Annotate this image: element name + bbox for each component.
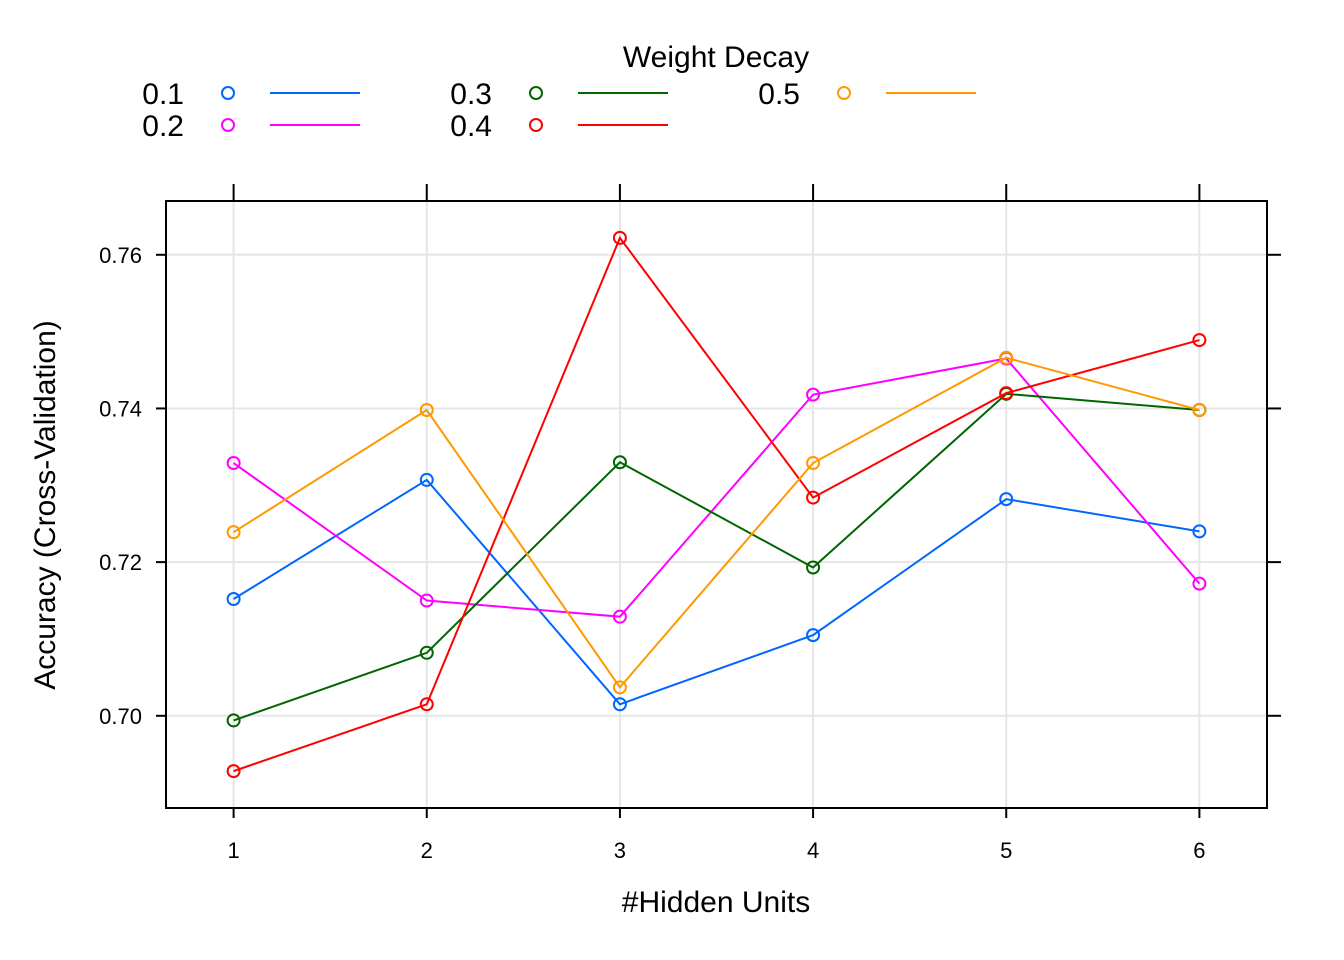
data-point (999, 386, 1014, 401)
data-point (419, 472, 434, 487)
data-point (612, 455, 627, 470)
legend-label: 0.5 (758, 78, 800, 111)
data-point (1192, 333, 1207, 348)
legend-item-0.1: 0.1 (142, 78, 360, 111)
data-point (419, 645, 434, 660)
series-0.4 (226, 230, 1207, 779)
grid (166, 201, 1267, 808)
plot-frame (165, 200, 1268, 809)
legend-item-0.2: 0.2 (142, 110, 360, 143)
legend-label: 0.2 (142, 110, 184, 143)
legend-item-0.4: 0.4 (450, 110, 668, 143)
x-tick-label: 6 (1193, 838, 1205, 863)
series-0.1 (226, 472, 1207, 712)
data-point (1192, 524, 1207, 539)
series-layer (226, 230, 1207, 779)
legend-marker (529, 86, 543, 100)
legend-marker (221, 118, 235, 132)
x-tick-label: 1 (227, 838, 239, 863)
data-point (226, 764, 241, 779)
data-point (226, 592, 241, 607)
y-tick-label: 0.76 (99, 243, 142, 268)
series-0.2 (226, 351, 1207, 624)
legend-marker (221, 86, 235, 100)
series-0.5 (226, 350, 1207, 695)
legend-marker (529, 118, 543, 132)
series-line (233, 356, 1200, 689)
data-point (806, 560, 821, 575)
x-tick-label: 4 (807, 838, 819, 863)
legend-marker (837, 86, 851, 100)
x-tick-label: 2 (421, 838, 433, 863)
x-axis-title: #Hidden Units (622, 886, 810, 919)
data-point (612, 609, 627, 624)
data-point (999, 492, 1014, 507)
data-point (612, 697, 627, 712)
x-tick-label: 5 (1000, 838, 1012, 863)
data-point (419, 402, 434, 417)
legend-title: Weight Decay (623, 41, 809, 74)
data-point (806, 628, 821, 643)
axes: 1 2 3 4 5 6 0.70 0.72 0.74 0.76 (99, 184, 1281, 863)
legend: Weight Decay 0.10.2 0.30.4 0.5 (142, 41, 976, 143)
series-line (233, 392, 1200, 722)
data-point (419, 593, 434, 608)
y-tick-label: 0.70 (99, 704, 142, 729)
series-line (233, 478, 1200, 706)
series-0.3 (226, 386, 1207, 728)
series-line (233, 235, 1200, 773)
x-tick-label: 3 (614, 838, 626, 863)
y-tick-label: 0.74 (99, 396, 142, 421)
data-point (999, 350, 1014, 365)
data-point (226, 713, 241, 728)
legend-item-0.3: 0.3 (450, 78, 668, 111)
data-point (806, 456, 821, 471)
data-point (226, 525, 241, 540)
legend-label: 0.3 (450, 78, 492, 111)
legend-label: 0.4 (450, 110, 492, 143)
legend-label: 0.1 (142, 78, 184, 111)
data-point (1192, 576, 1207, 591)
data-point (612, 230, 627, 245)
data-point (1192, 402, 1207, 417)
y-tick-label: 0.72 (99, 550, 142, 575)
data-point (419, 697, 434, 712)
legend-item-0.5: 0.5 (758, 78, 976, 111)
data-point (806, 490, 821, 505)
data-point (612, 680, 627, 695)
data-point (806, 387, 821, 402)
data-point (226, 456, 241, 471)
y-axis-title: Accuracy (Cross-Validation) (29, 320, 62, 690)
